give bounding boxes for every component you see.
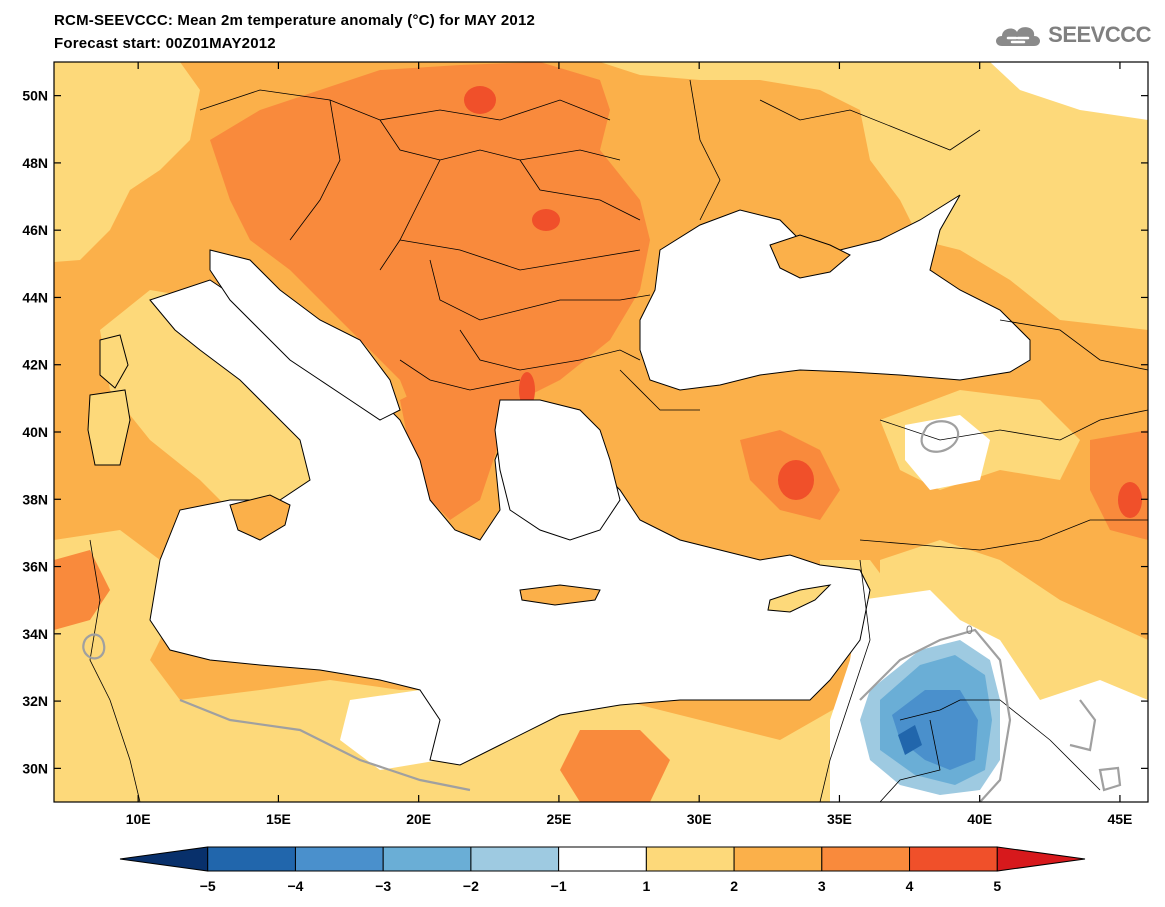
colorbar-segment	[207, 846, 296, 872]
country-borders	[89, 79, 1148, 802]
aegean-sea	[494, 399, 621, 541]
lon-tick-label: 25E	[546, 811, 571, 827]
corsica	[99, 334, 129, 389]
map-title: RCM-SEEVCCC: Mean 2m temperature anomaly…	[54, 12, 536, 29]
colorbar-label: −3	[375, 878, 391, 894]
lat-tick-label: 32N	[22, 693, 48, 709]
lon-tick-label: 10E	[126, 811, 151, 827]
colorbar-segment	[821, 846, 911, 872]
anomaly-3-4-tunisia	[54, 550, 110, 630]
anomaly-neutral-north	[990, 62, 1148, 120]
zero-contour-label: 0	[966, 623, 973, 637]
colorbar-segment	[645, 846, 735, 872]
colorbar-label: 2	[730, 878, 738, 894]
anomaly-3-4-libya	[560, 730, 670, 802]
colorbar-label: −5	[200, 878, 216, 894]
anomaly-1-2-northeast	[600, 62, 1148, 330]
zero-contours	[82, 420, 1122, 802]
colorbar-segment	[733, 846, 823, 872]
anomaly-neutral-east-turkey	[905, 415, 990, 490]
lat-tick-label: 44N	[22, 289, 48, 305]
colorbar-label: −1	[551, 878, 567, 894]
lat-tick-label: 40N	[22, 424, 48, 440]
lon-tick-label: 45E	[1107, 811, 1132, 827]
anomaly-4-5-east	[1118, 482, 1142, 518]
lat-tick-label: 50N	[22, 88, 48, 104]
lat-tick-label: 34N	[22, 626, 48, 642]
colorbar-segment	[470, 846, 560, 872]
cloud-icon	[996, 27, 1041, 46]
lat-tick-label: 30N	[22, 760, 48, 776]
map-field: 0	[54, 62, 1148, 802]
anomaly-1-2-west	[54, 62, 200, 262]
colorbar-label: −2	[463, 878, 479, 894]
anomaly-neg-4-5	[898, 725, 922, 755]
colorbar-label: 3	[818, 878, 826, 894]
anomaly-4-5-anatolia	[778, 460, 814, 500]
anomaly-3-4-central-europe	[210, 62, 650, 500]
adriatic-sea	[209, 249, 401, 421]
anomaly-4-5-poland	[464, 86, 496, 114]
longitude-axis: 10E 15E 20E 25E 30E 35E 40E 45E	[126, 62, 1132, 827]
logo-text: SEEVCCC	[1048, 22, 1151, 47]
seevccc-logo: SEEVCCC	[992, 20, 1151, 50]
lat-tick-label: 48N	[22, 155, 48, 171]
anomaly-4-5-romania	[532, 209, 560, 231]
cyprus	[767, 584, 832, 613]
sardinia	[87, 389, 131, 466]
colorbar-segment	[382, 846, 472, 872]
lon-tick-label: 30E	[687, 811, 712, 827]
colorbar-label: 5	[993, 878, 1001, 894]
lat-tick-label: 38N	[22, 491, 48, 507]
anomaly-4-5-macedonia	[519, 372, 535, 408]
lon-tick-label: 20E	[406, 811, 431, 827]
anomaly-neutral-libya	[340, 690, 460, 770]
lon-tick-label: 40E	[967, 811, 992, 827]
lon-tick-label: 35E	[827, 811, 852, 827]
crimea	[769, 234, 851, 279]
lon-tick-label: 15E	[266, 811, 291, 827]
colorbar-segment	[909, 846, 998, 872]
lat-tick-label: 42N	[22, 357, 48, 373]
colorbar-segment	[119, 846, 209, 872]
colorbar-segment	[558, 846, 647, 872]
sicily	[229, 494, 291, 541]
mediterranean-sea	[149, 279, 871, 766]
colorbar: −5 −4 −3 −2 −1 1 2 3 4 5	[119, 846, 1086, 894]
lat-tick-label: 46N	[22, 222, 48, 238]
latitude-axis: 50N 48N 46N 44N 42N 40N 38N 36N 34N 32N 30N	[22, 88, 1148, 776]
colorbar-segment	[996, 846, 1086, 872]
colorbar-label: 4	[906, 878, 914, 894]
colorbar-segment	[294, 846, 384, 872]
colorbar-label: 1	[642, 878, 650, 894]
lat-tick-label: 36N	[22, 559, 48, 575]
crete	[519, 584, 601, 606]
colorbar-label: −4	[287, 878, 303, 894]
forecast-start-subtitle: Forecast start: 00Z01MAY2012	[54, 35, 276, 52]
